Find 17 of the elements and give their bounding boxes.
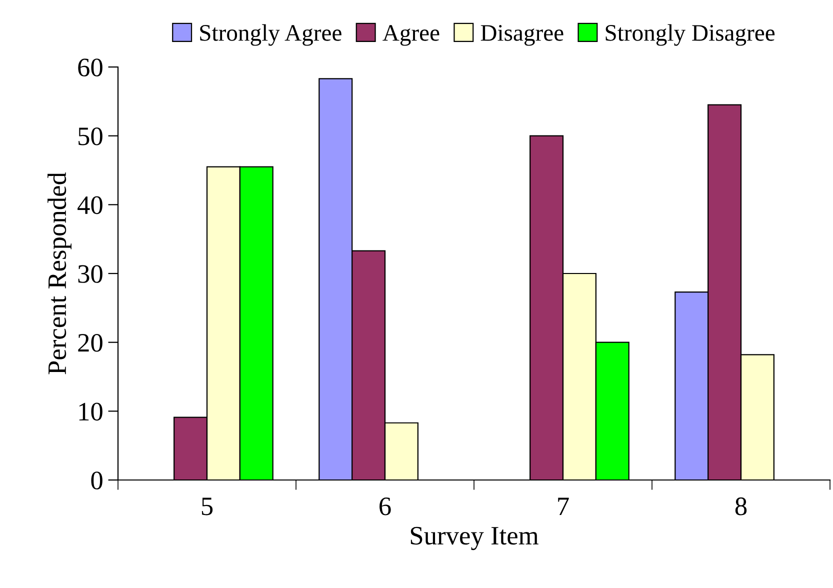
legend-label: Strongly Disagree (606, 24, 775, 46)
x-tick-label: 8 (735, 497, 747, 516)
x-axis-title: Survey Item (410, 526, 538, 550)
legend-label: Disagree (480, 25, 564, 46)
legend-label: Strongly Agree (200, 24, 342, 46)
legend-label: Agree (382, 25, 440, 46)
y-tick-label: 10 (79, 402, 102, 421)
y-tick-label: 20 (78, 334, 102, 352)
y-tick-label: 0 (91, 472, 102, 490)
y-axis-title: Percent Responded (48, 172, 72, 374)
x-tick-label: 5 (202, 498, 213, 516)
y-tick-label: 50 (78, 127, 102, 146)
y-tick-label: 40 (78, 196, 102, 214)
x-tick-label: 7 (558, 498, 569, 515)
y-tick-label: 30 (78, 265, 102, 283)
x-tick-label: 6 (380, 498, 391, 516)
y-tick-label: 60 (78, 58, 102, 76)
